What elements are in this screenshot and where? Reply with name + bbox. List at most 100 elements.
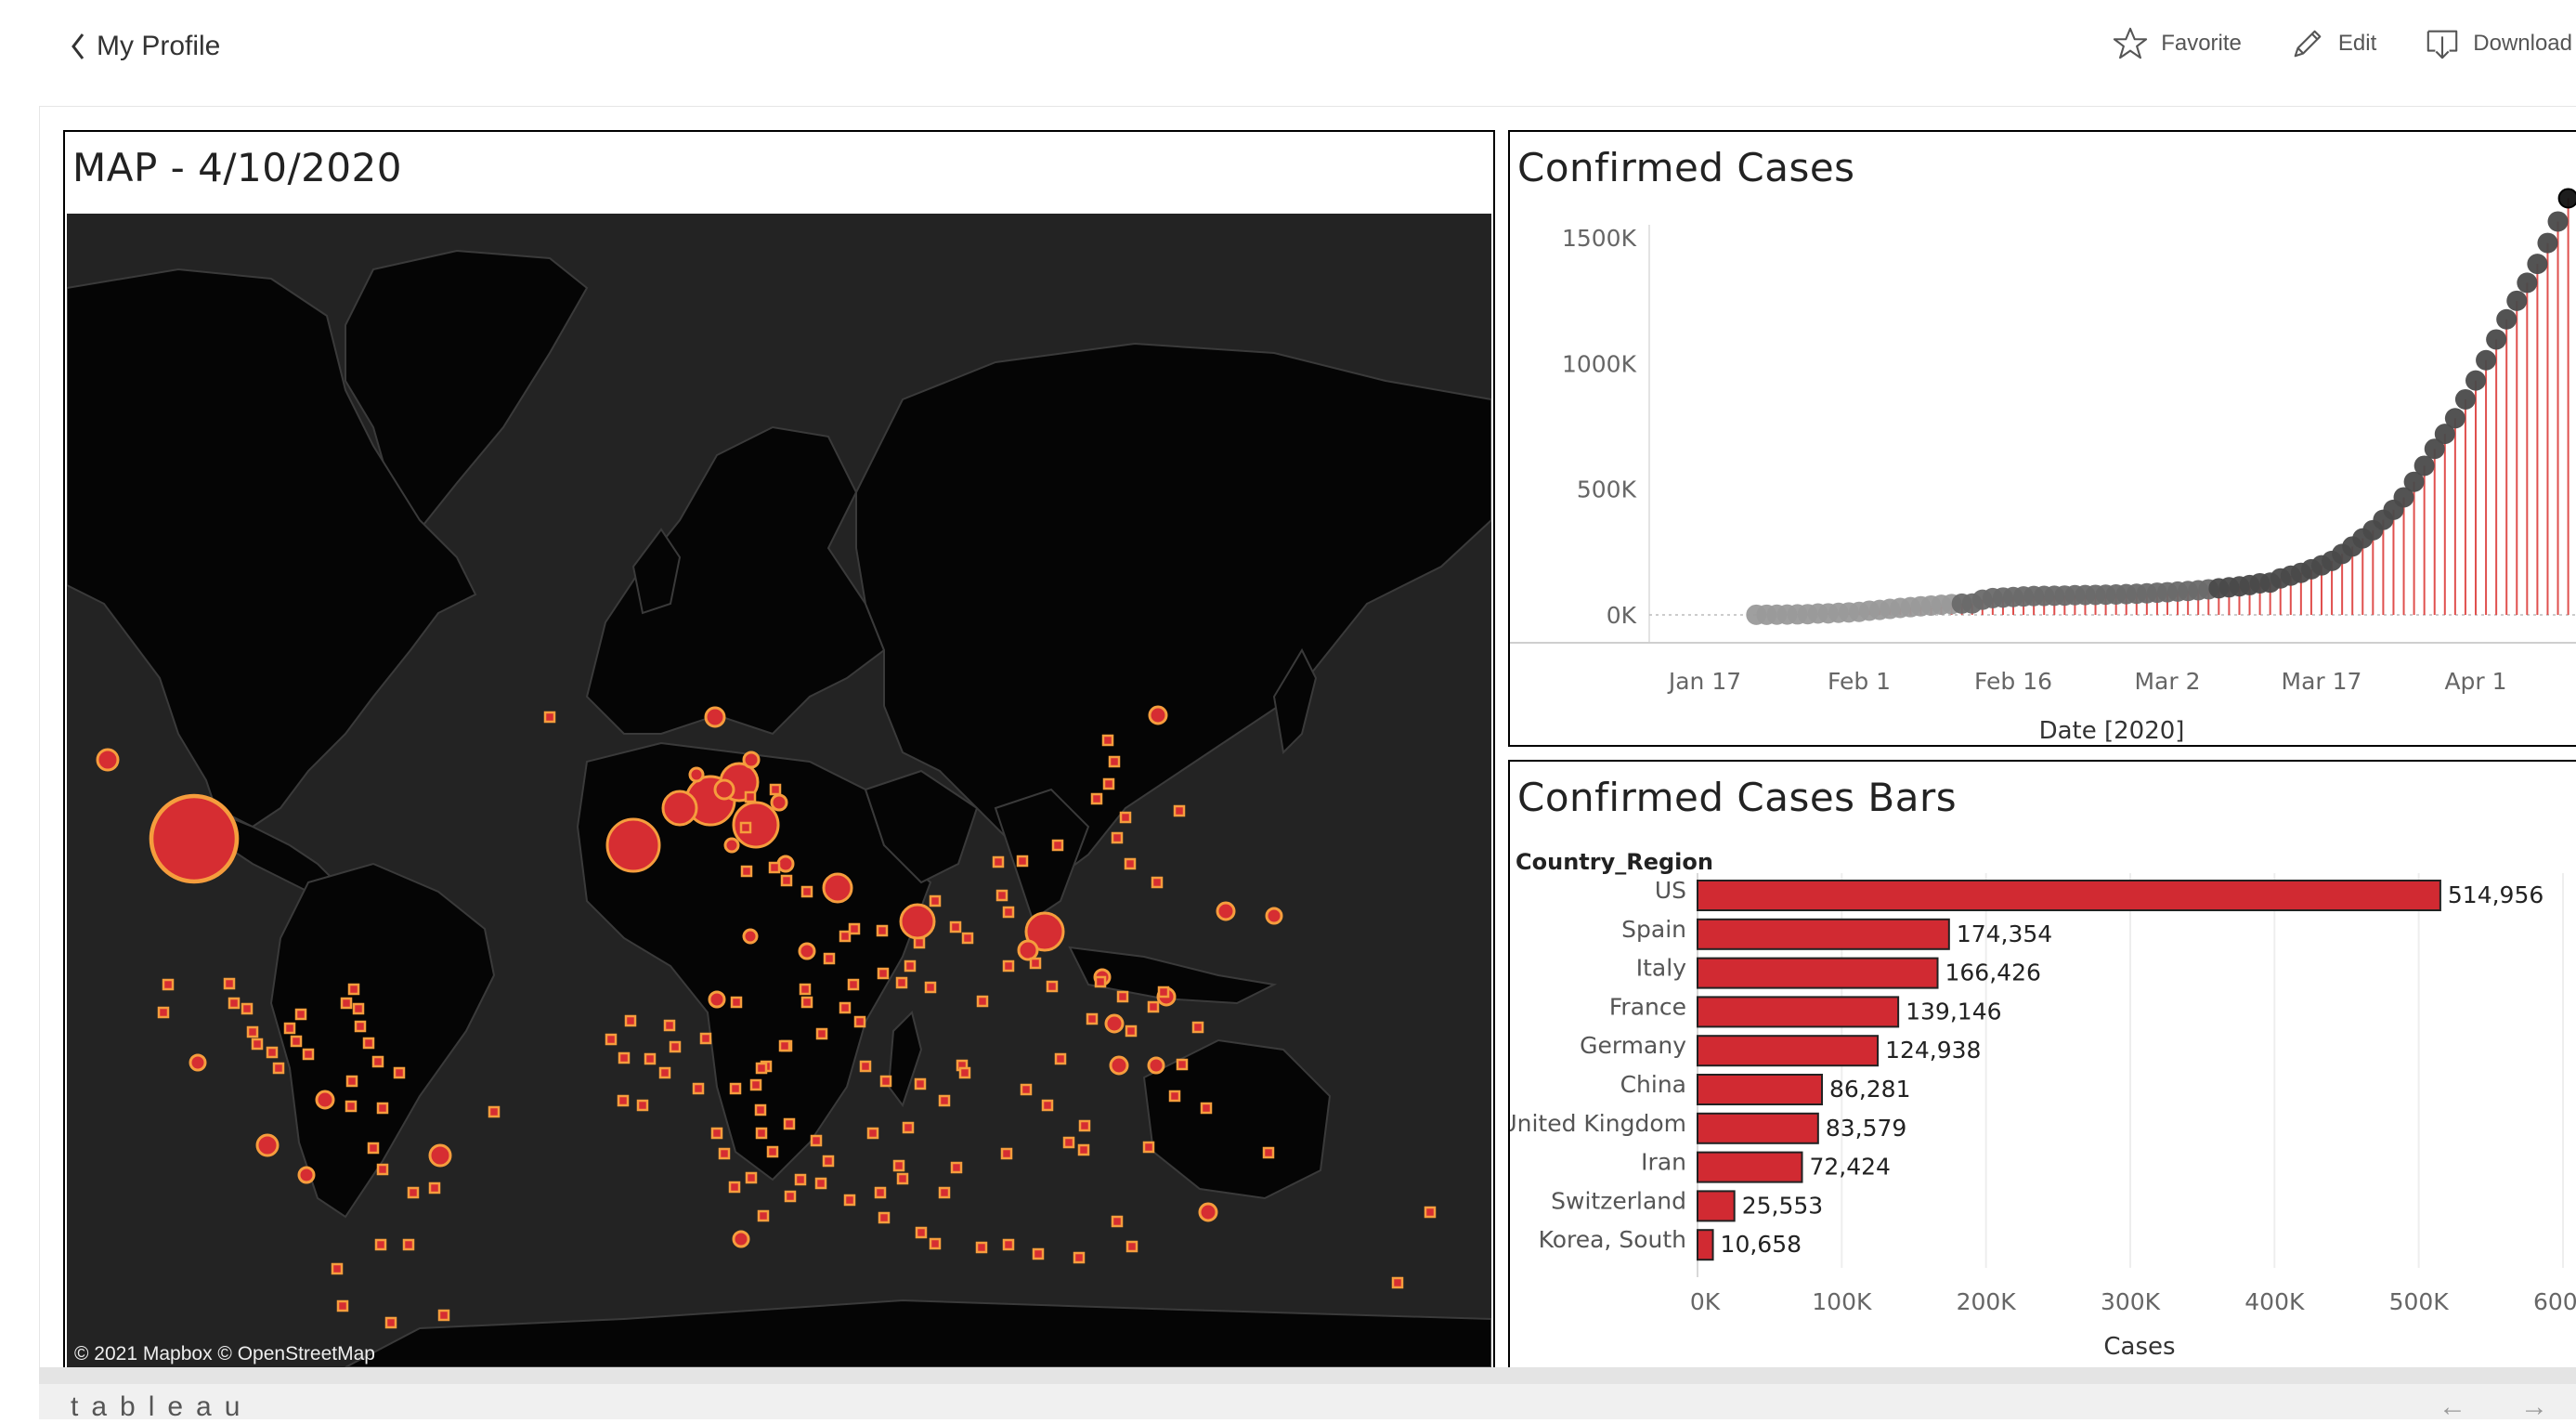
- data-point[interactable]: [2486, 329, 2507, 350]
- map-marker-square[interactable]: [1051, 839, 1064, 852]
- map-marker-circle[interactable]: [1024, 911, 1065, 952]
- map-marker-square[interactable]: [1111, 831, 1124, 844]
- map-marker-square[interactable]: [710, 1127, 723, 1140]
- map-marker-square[interactable]: [1108, 755, 1121, 768]
- map-marker-square[interactable]: [950, 1161, 963, 1174]
- map-marker-square[interactable]: [1090, 792, 1103, 805]
- confirmed-cases-chart[interactable]: 0K 500K 1000K 1500K Jan 17 Feb 1 Feb 16 Mar 2 Ma…: [1510, 132, 2576, 745]
- map-marker-square[interactable]: [1073, 1251, 1086, 1264]
- map-marker-square[interactable]: [1116, 990, 1129, 1003]
- map-marker-circle[interactable]: [899, 903, 936, 940]
- data-point[interactable]: [2496, 308, 2517, 330]
- edit-button[interactable]: Edit: [2290, 26, 2376, 61]
- map-marker-circle[interactable]: [605, 817, 661, 873]
- map-marker-square[interactable]: [272, 1062, 285, 1075]
- map-marker-square[interactable]: [876, 924, 889, 937]
- map-marker-square[interactable]: [924, 981, 937, 994]
- map-marker-square[interactable]: [1168, 1090, 1181, 1103]
- map-marker-circle[interactable]: [1265, 907, 1283, 925]
- map-marker-circle[interactable]: [189, 1053, 207, 1072]
- map-marker-square[interactable]: [376, 1163, 389, 1176]
- map-marker-square[interactable]: [895, 976, 908, 989]
- data-point[interactable]: [2413, 455, 2435, 477]
- map-marker-square[interactable]: [740, 865, 753, 878]
- confirmed-cases-bar-chart[interactable]: 0K 100K 200K 300K 400K 500K 600K Country_Region…: [1510, 762, 2576, 1375]
- map-marker-square[interactable]: [815, 1027, 828, 1040]
- map-marker-square[interactable]: [904, 960, 917, 973]
- map-marker-square[interactable]: [847, 978, 860, 991]
- map-marker-square[interactable]: [618, 1051, 631, 1064]
- map-marker-square[interactable]: [729, 1082, 742, 1095]
- map-marker-square[interactable]: [1151, 876, 1164, 889]
- download-button[interactable]: Download: [2425, 26, 2572, 61]
- map-marker-square[interactable]: [251, 1038, 264, 1051]
- map-marker-square[interactable]: [822, 1155, 835, 1168]
- bar[interactable]: [1697, 1074, 1824, 1105]
- map-marker-square[interactable]: [718, 1147, 731, 1160]
- map-marker-square[interactable]: [1111, 1215, 1124, 1228]
- map-marker-square[interactable]: [294, 1008, 307, 1021]
- map-marker-square[interactable]: [1086, 1012, 1099, 1025]
- map-marker-square[interactable]: [915, 1226, 928, 1239]
- map-marker-circle[interactable]: [1017, 939, 1039, 961]
- map-marker-square[interactable]: [755, 1062, 768, 1075]
- world-map[interactable]: © 2021 Mapbox © OpenStreetMap: [67, 214, 1491, 1367]
- map-marker-square[interactable]: [1124, 857, 1137, 870]
- data-point[interactable]: [2517, 272, 2538, 294]
- map-marker-square[interactable]: [1200, 1102, 1213, 1115]
- map-marker-square[interactable]: [794, 1173, 807, 1186]
- map-marker-square[interactable]: [636, 1099, 649, 1112]
- map-marker-square[interactable]: [384, 1316, 397, 1329]
- bar[interactable]: [1697, 996, 1900, 1028]
- map-marker-square[interactable]: [1094, 975, 1107, 988]
- map-marker-square[interactable]: [1032, 1247, 1045, 1260]
- map-marker-square[interactable]: [745, 1171, 758, 1184]
- map-marker-square[interactable]: [896, 1172, 909, 1185]
- map-marker-circle[interactable]: [297, 1166, 316, 1184]
- map-marker-square[interactable]: [699, 1032, 712, 1045]
- data-point[interactable]: [2403, 471, 2425, 492]
- map-marker-square[interactable]: [992, 855, 1005, 868]
- map-marker-square[interactable]: [617, 1094, 630, 1107]
- map-marker-circle[interactable]: [1148, 705, 1168, 725]
- map-marker-square[interactable]: [1424, 1206, 1437, 1219]
- map-marker-square[interactable]: [961, 932, 974, 945]
- map-marker-square[interactable]: [823, 952, 836, 965]
- map-marker-circle[interactable]: [723, 837, 740, 854]
- map-marker-circle[interactable]: [770, 793, 788, 812]
- data-point[interactable]: [2506, 290, 2528, 311]
- map-marker-square[interactable]: [995, 889, 1008, 902]
- map-marker-square[interactable]: [624, 1014, 637, 1027]
- data-point[interactable]: [2527, 254, 2548, 275]
- map-marker-square[interactable]: [374, 1238, 387, 1251]
- map-marker-square[interactable]: [728, 1181, 741, 1194]
- map-marker-square[interactable]: [780, 874, 793, 887]
- map-marker-square[interactable]: [345, 1100, 358, 1113]
- data-point[interactable]: [2393, 487, 2414, 508]
- map-marker-square[interactable]: [768, 861, 781, 874]
- map-marker-square[interactable]: [744, 790, 757, 803]
- map-marker-square[interactable]: [362, 1037, 375, 1050]
- map-marker-square[interactable]: [1191, 1021, 1204, 1034]
- map-marker-square[interactable]: [730, 996, 743, 1009]
- map-marker-circle[interactable]: [149, 793, 240, 884]
- map-marker-circle[interactable]: [708, 990, 726, 1009]
- map-marker-square[interactable]: [976, 995, 989, 1008]
- bar[interactable]: [1697, 1190, 1736, 1222]
- map-marker-square[interactable]: [283, 1022, 296, 1035]
- map-marker-square[interactable]: [949, 920, 962, 933]
- map-marker-square[interactable]: [669, 1040, 682, 1053]
- data-point[interactable]: [2454, 388, 2476, 410]
- map-marker-square[interactable]: [810, 1134, 823, 1147]
- map-marker-circle[interactable]: [742, 928, 759, 945]
- map-marker-square[interactable]: [913, 936, 926, 949]
- map-marker-square[interactable]: [663, 1019, 676, 1032]
- map-marker-square[interactable]: [162, 978, 175, 991]
- map-marker-square[interactable]: [376, 1102, 389, 1115]
- map-marker-circle[interactable]: [742, 751, 761, 769]
- map-marker-square[interactable]: [605, 1033, 618, 1046]
- map-marker-square[interactable]: [784, 1190, 797, 1203]
- map-marker-square[interactable]: [799, 983, 812, 996]
- map-marker-square[interactable]: [778, 1039, 791, 1052]
- map-marker-square[interactable]: [877, 967, 890, 980]
